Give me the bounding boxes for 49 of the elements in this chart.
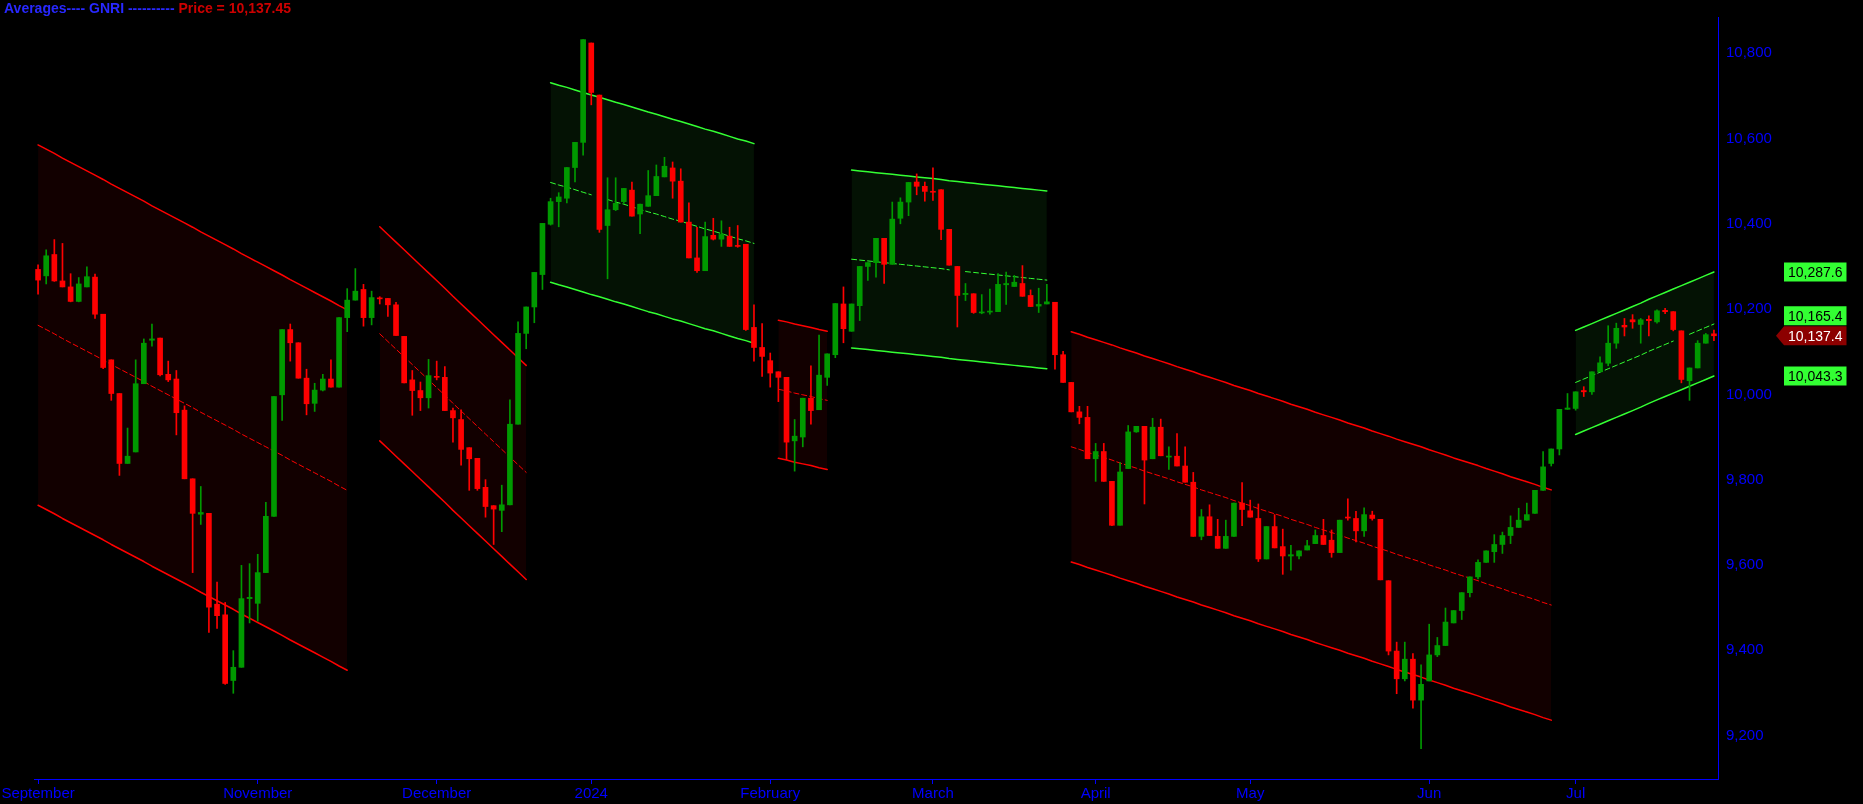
chart-subtitle: Price = 10,137.45 bbox=[178, 0, 291, 16]
chart-title: Averages---- GNRI ---------- bbox=[4, 0, 175, 16]
x-tick-label: 2024 bbox=[574, 784, 608, 802]
x-tick-label: September bbox=[1, 784, 75, 802]
candlestick bbox=[710, 217, 717, 241]
text: 10,287.6 bbox=[1788, 263, 1843, 280]
candlestick bbox=[734, 225, 741, 248]
candlestick bbox=[1239, 482, 1245, 527]
y-tick-label: 9,800 bbox=[1726, 469, 1764, 487]
candlestick bbox=[1003, 271, 1009, 305]
candlestick bbox=[1637, 318, 1644, 344]
candlestick bbox=[1279, 528, 1286, 575]
candlestick bbox=[612, 177, 619, 211]
y-tick-label: 9,600 bbox=[1726, 555, 1764, 573]
x-tick-label: May bbox=[1236, 784, 1265, 802]
x-tick-label: March bbox=[912, 784, 954, 802]
x-tick-label: April bbox=[1080, 784, 1111, 802]
candlestick bbox=[149, 323, 155, 347]
text: 10,165.4 bbox=[1788, 307, 1843, 324]
candlestick bbox=[433, 360, 440, 381]
y-tick-label: 10,000 bbox=[1726, 384, 1772, 402]
y-tick-label: 10,600 bbox=[1726, 128, 1772, 146]
x-tick-label: February bbox=[740, 784, 801, 802]
candlestick bbox=[808, 365, 814, 425]
candlestick bbox=[498, 484, 505, 533]
y-tick-label: 9,200 bbox=[1726, 725, 1764, 743]
candlestick bbox=[1580, 386, 1587, 397]
y-tick-label: 10,200 bbox=[1726, 299, 1772, 317]
candlestick bbox=[197, 486, 204, 525]
y-tick-label: 10,400 bbox=[1726, 213, 1772, 231]
candlestick bbox=[759, 323, 765, 377]
candlestick bbox=[930, 167, 936, 201]
candlestick bbox=[1288, 545, 1294, 571]
candlestick bbox=[1035, 287, 1042, 313]
x-tick-label: December bbox=[402, 784, 472, 802]
candlestick bbox=[865, 262, 871, 281]
candlestick bbox=[1646, 315, 1652, 337]
candlestick bbox=[1418, 664, 1424, 750]
x-tick-label: November bbox=[223, 784, 293, 802]
candlestick bbox=[450, 407, 456, 443]
candlestick bbox=[214, 581, 220, 629]
candlestick bbox=[409, 370, 416, 416]
candlestick bbox=[555, 192, 562, 228]
y-tick-label: 10,800 bbox=[1726, 43, 1772, 61]
text: 10,137.4 bbox=[1788, 327, 1843, 344]
y-tick-label: 9,400 bbox=[1726, 640, 1764, 658]
x-tick-label: Jul bbox=[1566, 784, 1586, 802]
x-tick-label: Jun bbox=[1417, 784, 1442, 802]
text: 10,043.3 bbox=[1788, 367, 1843, 384]
